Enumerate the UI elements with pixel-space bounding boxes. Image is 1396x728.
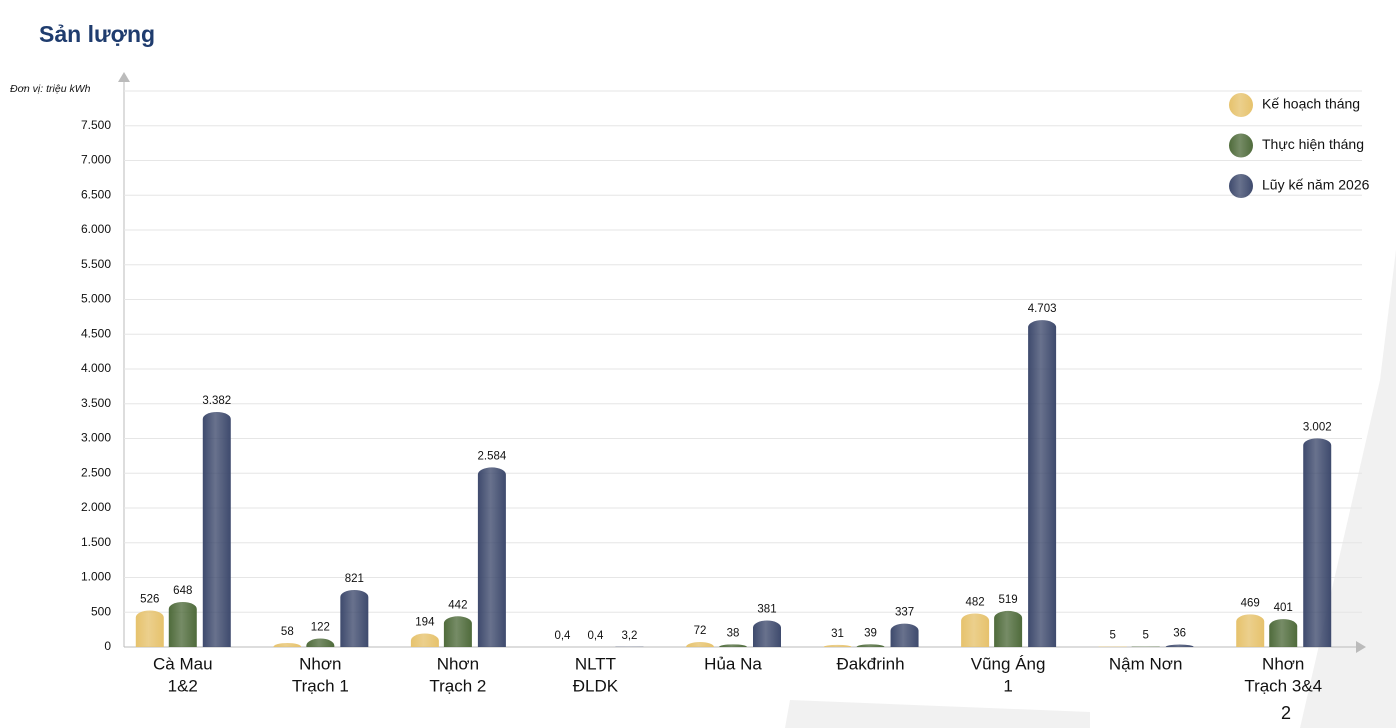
bar [168,601,197,647]
y-tick-label: 4.000 [81,361,111,375]
data-label: 401 [1274,602,1293,614]
bar [961,613,990,647]
x-tick-label: Vũng Áng [971,654,1046,673]
x-tick-label: Trạch 3&4 [1244,676,1322,695]
data-label: 72 [694,625,707,637]
data-label: 5 [1142,630,1148,642]
y-axis-label: Đơn vị: triệu kWh [10,83,91,95]
y-tick-label: 3.500 [81,396,111,410]
y-tick-label: 0 [104,639,111,653]
data-label: 0,4 [554,630,571,642]
x-tick-label: Nhơn [299,654,341,673]
y-tick-label: 500 [91,604,111,618]
data-label: 526 [140,593,159,605]
chart-title: Sản lượng [39,21,155,47]
data-label: 36 [1173,628,1186,640]
x-tick-label: 1 [1003,676,1012,695]
bar [719,644,747,647]
data-label: 194 [415,617,435,629]
bar [1303,438,1332,647]
bar [135,610,164,647]
bar [443,616,472,647]
bar [1236,614,1265,647]
y-tick-label: 6.000 [81,222,111,236]
y-tick-label: 2.000 [81,500,111,514]
data-label: 38 [727,627,740,639]
data-label: 58 [281,626,294,638]
data-label: 469 [1241,597,1260,609]
legend-label: Lũy kế năm 2026 [1262,177,1370,193]
bar [1269,619,1298,647]
y-axis-arrow [118,72,130,82]
bar [686,641,714,647]
data-label: 648 [173,585,192,597]
x-tick-label: Cà Mau [153,654,213,673]
background-shape [1300,250,1396,728]
data-label: 39 [864,627,877,639]
x-axis-arrow [1356,641,1366,653]
y-tick-label: 7.000 [81,153,111,167]
x-tick-label: NLTT [575,654,616,673]
x-tick-label: Nậm Nơn [1109,654,1183,673]
legend-label: Kế hoạch tháng [1262,96,1360,112]
data-label: 442 [448,599,467,611]
x-tick-label: Hủa Na [704,654,762,673]
x-tick-label: Nhơn [1262,654,1304,673]
legend-label: Thực hiện tháng [1262,136,1364,152]
bar [1165,644,1194,647]
data-label: 2.584 [477,450,506,462]
data-label: 0,4 [587,630,604,642]
y-tick-label: 5.500 [81,257,111,271]
bar [1028,320,1057,647]
y-tick-label: 5.000 [81,292,111,306]
bar [410,633,439,647]
background-shape [785,700,1090,728]
page-number: 2 [1281,703,1291,723]
data-label: 122 [311,622,330,634]
bar [273,642,302,647]
bar [823,644,852,647]
x-tick-label: Nhơn [437,654,479,673]
data-label: 3.002 [1303,421,1332,433]
bar [306,638,335,647]
data-label: 519 [999,594,1018,606]
data-label: 3.382 [202,395,231,407]
data-label: 3,2 [621,630,637,642]
y-tick-label: 1.000 [81,570,111,584]
x-tick-label: Đakđrinh [837,654,905,673]
bar [994,610,1023,647]
data-label: 5 [1109,630,1115,642]
y-tick-label: 2.500 [81,465,111,479]
bar [753,620,781,647]
bar [340,589,369,647]
legend-swatch [1229,174,1253,198]
y-tick-label: 7.500 [81,118,111,132]
data-label: 482 [966,597,985,609]
x-tick-label: Trạch 2 [429,676,486,695]
legend-swatch [1229,133,1253,158]
legend-swatch [1229,93,1253,117]
bar [856,644,885,647]
y-tick-label: 6.500 [81,187,111,201]
y-tick-label: 1.500 [81,535,111,549]
y-tick-label: 3.000 [81,431,111,445]
data-label: 31 [831,628,844,640]
y-tick-label: 4.500 [81,326,111,340]
x-tick-label: 1&2 [168,676,198,695]
x-tick-label: ĐLDK [573,676,619,695]
data-label: 821 [345,573,364,585]
data-label: 4.703 [1028,303,1057,315]
bar [202,411,231,647]
x-tick-label: Trạch 1 [292,676,349,695]
data-label: 381 [757,604,776,616]
data-label: 337 [895,607,914,619]
bar [890,623,919,647]
bar [477,467,506,647]
